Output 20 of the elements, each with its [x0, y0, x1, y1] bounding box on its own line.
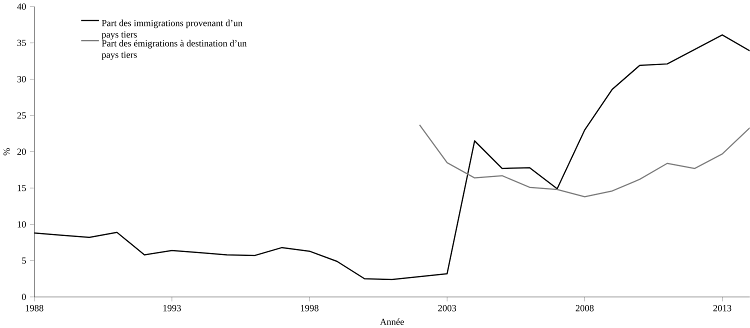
y-axis-title: %	[3, 148, 10, 156]
x-tick-label: 1993	[163, 304, 181, 312]
y-tick-label: 20	[17, 148, 26, 155]
x-axis-title: Année	[380, 318, 404, 325]
y-tick-label: 15	[18, 184, 26, 191]
x-tick-label: 2008	[576, 304, 594, 312]
x-tick-label: 1988	[26, 304, 44, 312]
y-tick-label: 30	[17, 76, 26, 82]
line-series	[418, 124, 750, 198]
x-tick-label: 2013	[713, 304, 732, 312]
y-tick-label: 35	[17, 40, 26, 46]
y-tick-label: 10	[18, 220, 26, 228]
y-tick-label: 40	[17, 3, 26, 10]
x-tick-label: 2003	[438, 304, 456, 312]
y-tick-label: 0	[22, 294, 26, 300]
y-tick-label: 25	[17, 112, 26, 118]
y-tick-label: 5	[22, 257, 26, 264]
x-tick-label: 1998	[300, 304, 318, 312]
legend-label: Part des immigrations provenant d’un pays tiers	[102, 19, 242, 40]
legend-label: Part des émigrations à destination d’un pays tiers	[102, 40, 247, 60]
